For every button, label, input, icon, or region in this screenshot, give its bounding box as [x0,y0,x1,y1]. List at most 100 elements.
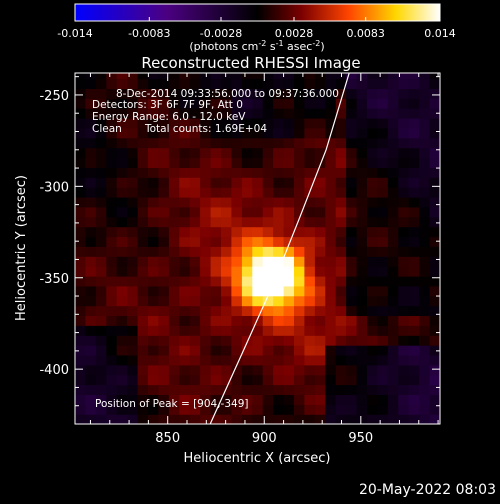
heatmap-cell [148,305,159,316]
heatmap-cell [398,157,410,168]
heatmap-cell [398,374,410,386]
heatmap-cell [325,295,337,307]
heatmap-cell [377,73,389,80]
heatmap-cell [189,246,201,257]
heatmap-cell [158,414,170,424]
heatmap-cell [200,256,212,267]
heatmap-cell [429,78,440,89]
heatmap-cell [335,315,347,326]
heatmap-cell [148,256,159,267]
heatmap-cell [75,295,86,307]
heatmap-cell [356,305,368,316]
heatmap-cell [179,394,191,405]
heatmap-cell [419,118,431,129]
heatmap-cell [294,325,305,336]
heatmap-cell [335,246,347,257]
heatmap-cell [241,404,253,415]
heatmap-cell [273,414,285,424]
heatmap-cell [127,127,139,139]
heatmap-cell [273,127,285,139]
heatmap-cells [75,73,451,425]
heatmap-cell [241,196,253,208]
heatmap-cell [440,414,451,425]
heatmap-cell [148,196,159,208]
heatmap-cell [116,335,128,346]
heatmap-cell [335,118,347,129]
heatmap-cell [262,374,274,386]
heatmap-cell [408,394,420,405]
heatmap-cell [210,147,222,159]
heatmap-cell [325,73,337,80]
heatmap-cell [179,246,191,257]
heatmap-cell [356,187,368,198]
heatmap-cell [168,177,180,188]
heatmap-cell [127,216,139,228]
y-tick-label: -250 [39,89,69,104]
heatmap-cell [262,285,274,297]
heatmap-cell [356,335,368,346]
heatmap-cell [262,345,274,356]
heatmap-cell [294,256,305,267]
heatmap-cell [148,206,159,218]
heatmap-cell [367,275,378,287]
heatmap-cell [168,157,180,168]
heatmap-cell [221,177,232,188]
heatmap-cell [252,275,264,287]
colorbar-unit: (photons cm-2 s-1 asec-2) [189,39,324,53]
heatmap-cell [106,147,118,159]
heatmap-cell [262,226,274,238]
heatmap-cell [387,384,399,395]
heatmap-cell [262,88,274,99]
heatmap-cell [377,246,389,257]
heatmap-cell [210,196,222,208]
heatmap-cell [137,187,149,198]
heatmap-cell [346,315,358,326]
heatmap-cell [377,147,389,159]
heatmap-cell [377,167,389,178]
heatmap-cell [377,78,389,89]
heatmap-cell [95,216,107,228]
heatmap-cell [148,414,159,424]
heatmap-cell [116,177,128,188]
heatmap-cell [387,414,399,424]
heatmap-cell [116,78,128,89]
heatmap-cell [398,305,410,316]
heatmap-cell [429,187,440,198]
heatmap-cell [408,196,420,208]
heatmap-cell [367,118,378,129]
heatmap-cell [75,236,86,247]
heatmap-cell [221,196,232,208]
heatmap-cell [189,147,201,159]
heatmap-cell [231,414,243,424]
heatmap-cell [231,147,243,159]
heatmap-cell [346,206,358,218]
heatmap-cell [179,177,191,188]
heatmap-cell [241,345,253,356]
heatmap-cell [283,216,295,228]
heatmap-cell [346,374,358,386]
heatmap-cell [294,345,305,356]
heatmap-cell [252,73,264,80]
heatmap-cell [304,246,316,257]
heatmap-cell [335,335,347,346]
heatmap-cell [398,354,410,366]
heatmap-cell [221,206,232,218]
heatmap-cell [241,325,253,336]
heatmap-cell [137,73,149,80]
heatmap-cell [335,167,347,178]
heatmap-cell [419,187,431,198]
heatmap-cell [294,187,305,198]
heatmap-cell [231,98,243,109]
heatmap-cell [398,98,410,109]
heatmap-cell [210,266,222,277]
heatmap-cell [168,236,180,247]
heatmap-cell [168,88,180,99]
heatmap-cell [116,305,128,316]
heatmap-cell [398,384,410,395]
heatmap-cell [148,73,159,80]
heatmap-cell [189,88,201,99]
heatmap-cell [231,285,243,297]
heatmap-cell [252,305,264,316]
heatmap-cell [241,226,253,238]
unit-part-0: (photons cm [189,40,258,53]
